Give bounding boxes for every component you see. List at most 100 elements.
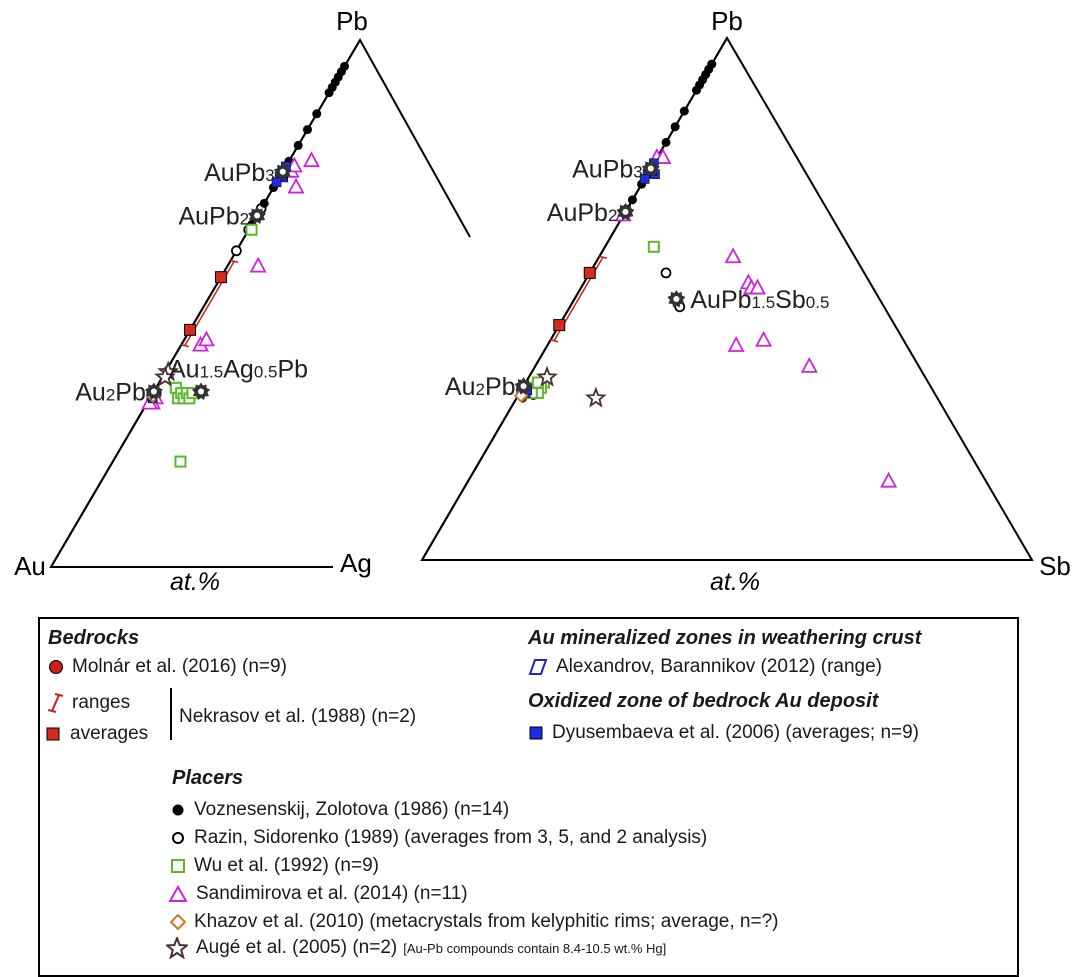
point-voznesenskij [302,125,312,135]
range-tick-nekrasov [180,343,189,348]
point-sandimirova [800,356,818,373]
point-wu [174,455,187,468]
vertex-label-right: Sb [1039,551,1071,581]
phase-label: Au2Pb [75,379,146,407]
legend-heading-oxidized: Oxidized zone of bedrock Au deposit [528,690,879,712]
point-sandimirova [880,471,898,488]
filled-square-icon [46,727,60,741]
legend-label: Nekrasov et al. (1988) (n=2) [179,706,417,727]
phase-label: AuPb2 [178,202,249,230]
point-voznesenskij [661,137,671,147]
range-tick-nekrasov [598,255,608,259]
point-voznesenskij [312,109,322,119]
legend-label: Wu et al. (1992) (n=9) [194,855,379,876]
filled-circle-icon [49,660,63,674]
vertex-label-top: Pb [711,6,743,36]
legend-label: Dyusembaeva et al. (2006) (averages; n=9… [552,722,920,743]
axis-label: at.% [170,568,220,596]
point-sandimirova [748,278,767,295]
phase-label: AuPb1.5Sb0.5 [690,286,829,314]
point-auge [584,386,607,408]
point-razin [230,245,242,257]
point-sandimirova [654,148,672,164]
point-nekrasov-average [553,319,566,332]
point-voznesenskij [324,88,334,98]
triangle-frame-left [49,37,471,568]
point-nekrasov-average [184,323,197,336]
point-sandimirova [287,177,305,194]
vertex-label-left: Au [14,551,46,581]
vertex-label-right: Ag [340,548,372,578]
marks-au-pb-sb: AuPb3 AuPb2 Au2Pb AuPb1.5Sb0.5 [421,37,898,561]
point-wu [531,376,544,389]
range-bar-icon [48,693,64,713]
point-dyusembaeva [639,174,650,184]
point-nekrasov-average [583,266,596,279]
legend-item-averages: averages [44,723,148,745]
star-icon [166,937,188,959]
point-razin [660,267,672,279]
point-nekrasov-average [214,271,227,284]
point-sandimirova [755,330,773,347]
legend-label: Khazov et al. (2010) (metacrystals from … [194,911,779,932]
vertex-label-top: Pb [336,6,368,36]
marks-au-pb-ag: AuPb3 AuPb2 Au2Pb Au1.5Ag0.5Pb [50,39,361,568]
legend-label: Razin, Sidorenko (1989) (averages from 3… [194,827,708,848]
phase-label: Au2Pb [445,373,516,401]
point-voznesenskij [670,122,680,132]
legend-note: [Au-Pb compounds contain 8.4-10.5 wt.% H… [403,940,667,956]
legend-item-dyusembaeva: Dyusembaeva et al. (2006) (averages; n=9… [528,722,919,744]
point-voznesenskij [692,85,701,95]
legend-label: Alexandrov, Barannikov (2012) (range) [556,656,882,677]
point-sandimirova [285,156,303,173]
legend-item-nekrasov: Nekrasov et al. (1988) (n=2) [179,706,416,728]
legend-item-molnar: Molnár et al. (2016) (n=9) [48,656,287,678]
point-wu [647,240,660,253]
point-sandimirova [727,336,745,352]
range-tick-nekrasov [549,339,559,343]
point-sandimirova [302,151,320,168]
legend-label: Molnár et al. (2016) (n=9) [72,656,287,677]
legend-heading-bedrocks: Bedrocks [48,627,140,649]
legend-label: Sandimirova et al. (2014) (n=11) [196,883,468,904]
legend-item-ranges: ranges [48,692,130,714]
legend-label: Augé et al. (2005) (n=2) [196,937,398,958]
legend-item-razin: Razin, Sidorenko (1989) (averages from 3… [170,827,707,849]
legend-item-alexandrov: Alexandrov, Barannikov (2012) (range) [528,656,882,678]
legend-heading-weathering: Au mineralized zones in weathering crust [528,627,922,649]
point-auge [154,365,176,387]
phase-label: AuPb3 [204,159,275,187]
axis-label: at.% [710,568,760,596]
filled-square-icon [529,726,543,740]
point-voznesenskij [679,106,689,116]
open-triangle-icon [168,885,188,902]
ternary-figure: Pb Au Ag at.% Pb Sb at.% AuPb3 AuPb2 Au2Pb… [14,6,1071,596]
au-pb-edge [50,39,361,568]
legend-label: Voznesenskij, Zolotova (1986) (n=14) [194,799,510,820]
phase-label: AuPb3 [572,156,643,184]
point-dyusembaeva [271,177,282,188]
point-wu [245,223,258,236]
legend-item-khazov: Khazov et al. (2010) (metacrystals from … [170,911,778,933]
point-sandimirova [197,330,215,347]
point-voznesenskij [259,198,269,208]
open-square-icon [171,859,185,873]
ternary-au-pb-ag: Pb Au Ag at.% [14,6,471,596]
phase-label: AuPb2 [547,199,618,227]
point-voznesenskij [627,195,637,205]
filled-circle-icon [172,804,184,816]
legend-label: ranges [72,692,131,713]
parallelogram-icon [528,659,548,675]
phase-label: Au1.5Ag0.5Pb [169,356,308,384]
open-circle-icon [172,832,184,844]
legend-heading-placers: Placers [172,767,244,789]
point-auge [536,365,558,387]
point-sandimirova [249,256,267,273]
legend-bracket [170,688,172,740]
point-voznesenskij [293,140,303,150]
open-diamond-icon [170,914,186,930]
legend-item-sandimirova: Sandimirova et al. (2014) (n=11) [168,883,468,905]
legend-item-auge: Augé et al. (2005) (n=2) [Au-Pb compound… [166,937,666,959]
point-sandimirova [724,247,742,264]
range-tick-nekrasov [230,259,239,264]
